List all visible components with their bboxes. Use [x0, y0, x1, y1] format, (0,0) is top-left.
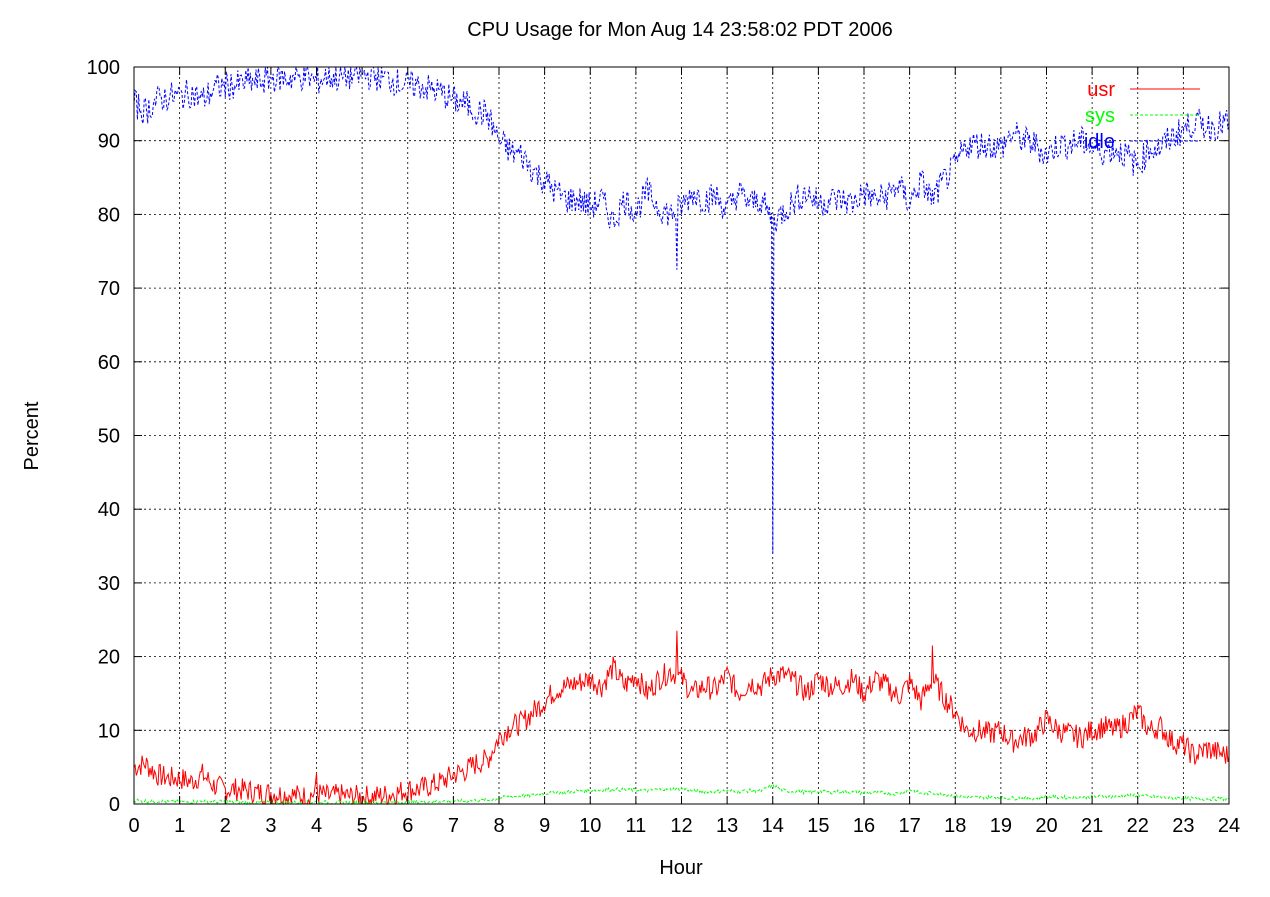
x-tick-label: 2	[220, 815, 231, 837]
x-tick-label: 15	[807, 815, 829, 837]
x-tick-label: 8	[493, 815, 504, 837]
x-axis-ticks: 0 1 2 3 4 5 6 7 8 9 10 11 12 13 14 15 16 17 18 19 20 21 22 23 24	[128, 67, 1240, 837]
x-tick-label: 22	[1127, 815, 1149, 837]
chart-title: CPU Usage for Mon Aug 14 23:58:02 PDT 20…	[467, 19, 892, 41]
x-tick-label: 24	[1218, 815, 1240, 837]
x-tick-label: 18	[944, 815, 966, 837]
legend-label-usr: usr	[1087, 79, 1115, 101]
x-tick-label: 9	[539, 815, 550, 837]
y-axis-label: Percent	[21, 401, 43, 470]
x-tick-label: 12	[670, 815, 692, 837]
x-tick-label: 16	[853, 815, 875, 837]
x-tick-label: 10	[579, 815, 601, 837]
x-tick-label: 13	[716, 815, 738, 837]
x-tick-label: 7	[448, 815, 459, 837]
y-tick-label: 80	[98, 204, 120, 226]
x-tick-label: 4	[311, 815, 322, 837]
y-tick-label: 90	[98, 131, 120, 153]
x-tick-label: 1	[174, 815, 185, 837]
y-tick-label: 50	[98, 426, 120, 448]
y-axis-ticks: 0 10 20 30 40 50 60 70 80 90 100	[87, 57, 1229, 816]
x-tick-label: 19	[990, 815, 1012, 837]
x-tick-label: 23	[1172, 815, 1194, 837]
x-tick-label: 6	[402, 815, 413, 837]
y-tick-label: 30	[98, 573, 120, 595]
x-tick-label: 0	[128, 815, 139, 837]
y-tick-label: 100	[87, 57, 120, 79]
y-tick-label: 0	[109, 794, 120, 816]
y-tick-label: 10	[98, 720, 120, 742]
x-tick-label: 17	[899, 815, 921, 837]
series-line-usr	[133, 630, 1230, 806]
legend-label-sys: sys	[1085, 105, 1115, 127]
grid-lines	[134, 67, 1229, 804]
series-line-idle	[133, 65, 1230, 554]
legend-label-idle: idle	[1084, 131, 1115, 153]
y-tick-label: 20	[98, 647, 120, 669]
x-tick-label: 11	[625, 815, 646, 837]
y-tick-label: 70	[98, 278, 120, 300]
x-tick-label: 5	[357, 815, 368, 837]
legend: usr sys idle	[1084, 79, 1200, 153]
x-tick-label: 3	[265, 815, 276, 837]
x-axis-label: Hour	[659, 857, 703, 879]
x-tick-label: 14	[762, 815, 784, 837]
y-tick-label: 40	[98, 499, 120, 521]
x-tick-label: 21	[1081, 815, 1103, 837]
x-tick-label: 20	[1035, 815, 1057, 837]
y-tick-label: 60	[98, 352, 120, 374]
